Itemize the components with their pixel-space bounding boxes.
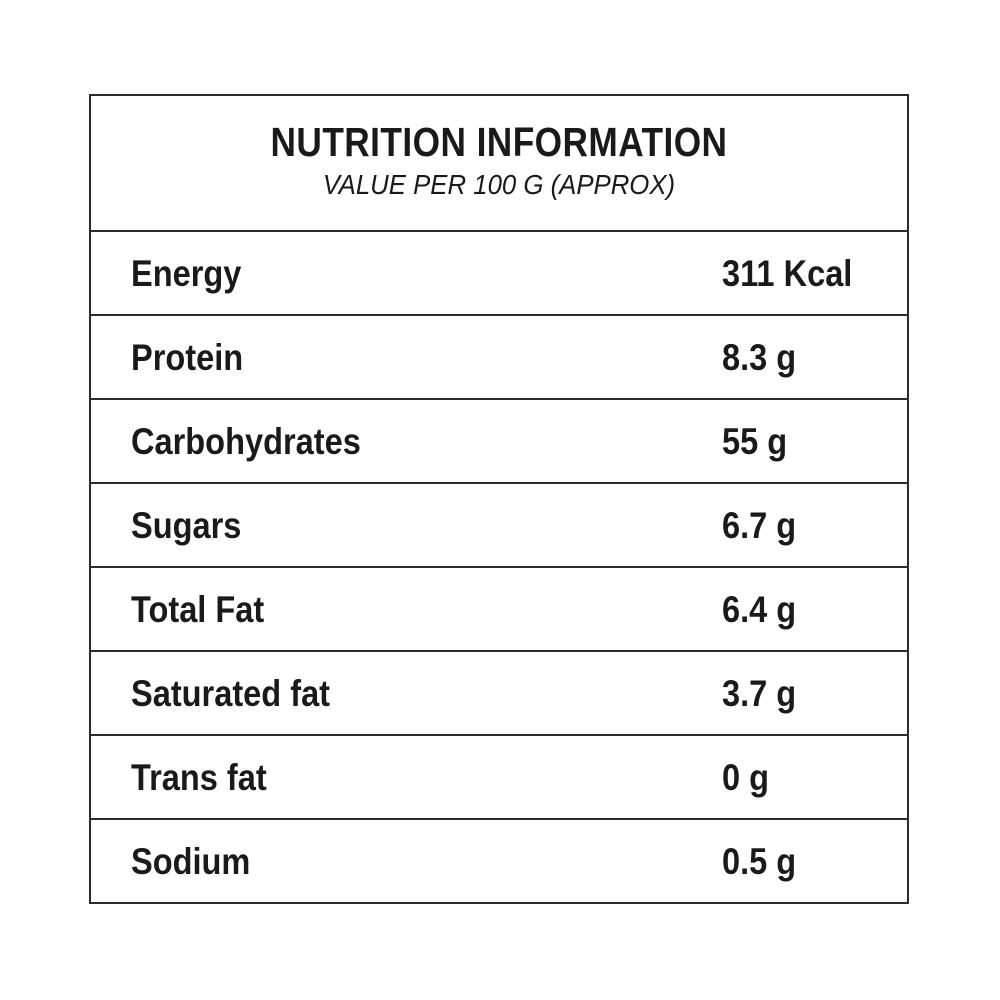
nutrient-label: Sugars <box>131 505 242 546</box>
nutrient-label: Trans fat <box>131 757 267 798</box>
table-row-protein: Protein 8.3 g <box>91 316 907 400</box>
nutrient-value: 8.3 g <box>722 337 797 378</box>
nutrient-value: 55 g <box>722 421 788 462</box>
nutrient-label: Energy <box>131 253 242 294</box>
table-row-total-fat: Total Fat 6.4 g <box>91 568 907 652</box>
nutrient-label: Saturated fat <box>131 673 331 714</box>
table-row-trans-fat: Trans fat 0 g <box>91 736 907 820</box>
nutrient-value: 6.7 g <box>722 505 797 546</box>
table-row-energy: Energy 311 Kcal <box>91 232 907 316</box>
nutrition-table: NUTRITION INFORMATION VALUE PER 100 G (A… <box>89 94 909 904</box>
nutrient-label: Sodium <box>131 841 251 882</box>
nutrient-label: Total Fat <box>131 589 265 630</box>
nutrient-value: 6.4 g <box>722 589 797 630</box>
nutrient-value: 311 Kcal <box>722 253 853 294</box>
table-row-saturated-fat: Saturated fat 3.7 g <box>91 652 907 736</box>
table-header: NUTRITION INFORMATION VALUE PER 100 G (A… <box>91 96 907 232</box>
table-row-sugars: Sugars 6.7 g <box>91 484 907 568</box>
nutrient-value: 3.7 g <box>722 673 797 714</box>
table-title: NUTRITION INFORMATION <box>270 119 728 165</box>
table-subtitle: VALUE PER 100 G (APPROX) <box>322 169 676 200</box>
nutrient-value: 0 g <box>722 757 770 798</box>
table-row-sodium: Sodium 0.5 g <box>91 820 907 904</box>
table-row-carbohydrates: Carbohydrates 55 g <box>91 400 907 484</box>
nutrient-label: Carbohydrates <box>131 421 361 462</box>
nutrient-value: 0.5 g <box>722 841 797 882</box>
nutrient-label: Protein <box>131 337 244 378</box>
